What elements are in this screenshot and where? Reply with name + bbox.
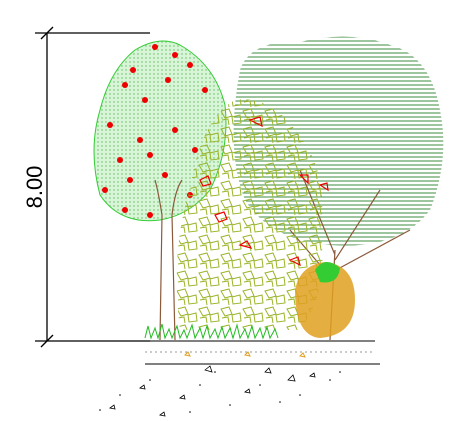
shrub — [176, 99, 355, 338]
tick — [40, 26, 54, 40]
tick — [40, 334, 54, 348]
ground — [99, 323, 380, 417]
dimension-label: 8.00 — [22, 166, 47, 209]
dimension: 8.00 — [22, 26, 150, 348]
